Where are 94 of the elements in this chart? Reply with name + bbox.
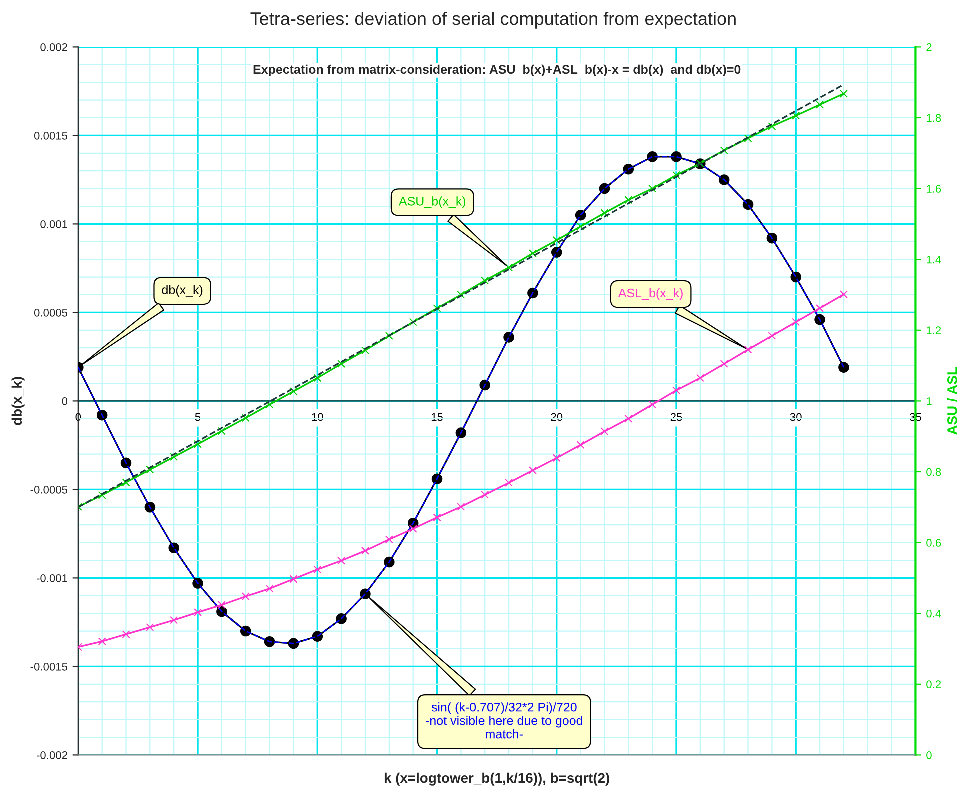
point [194, 440, 202, 448]
point [409, 525, 418, 533]
point [264, 636, 276, 648]
y-tick-label: -0.001 [36, 574, 68, 582]
y-tick-label: -0.002 [36, 751, 68, 760]
point [576, 222, 585, 231]
point [314, 374, 322, 382]
y2-tick-label: 1.2 [926, 326, 942, 334]
point [600, 209, 609, 218]
point [528, 250, 537, 258]
x-axis-title: k (x=logtower_b(1,k/16)), b=sqrt(2) [384, 772, 610, 786]
point [338, 360, 346, 368]
point [838, 362, 850, 373]
point [552, 236, 561, 244]
y-tick-label: -0.0005 [30, 486, 68, 494]
text: ASL_b(x_k) [618, 288, 683, 300]
point [266, 400, 274, 409]
point [144, 502, 156, 513]
point [768, 332, 776, 340]
point [768, 122, 776, 130]
point [290, 575, 298, 584]
y2-tick-label: 2 [926, 43, 932, 52]
point [98, 638, 106, 646]
y-tick-label: 0.0015 [34, 132, 68, 140]
point [528, 466, 537, 475]
point [314, 566, 322, 574]
point [816, 304, 824, 312]
y2-tick-label: 0.4 [926, 610, 942, 618]
point [385, 536, 394, 544]
y2-tick-label: 0.2 [926, 680, 942, 689]
point [433, 514, 442, 522]
y2-tick-label: 1.4 [926, 256, 942, 264]
point [242, 414, 250, 422]
point [242, 592, 250, 601]
point [146, 466, 154, 474]
point [648, 184, 657, 193]
y2-tick-label: 0 [926, 751, 932, 760]
point [792, 318, 800, 326]
y-tick-label: 0.002 [40, 43, 68, 52]
point [720, 146, 728, 155]
point [505, 478, 514, 487]
chart-title: Tetra-series: deviation of serial computation from expectation [250, 12, 736, 29]
point [361, 546, 370, 555]
y-tick-label: 0 [62, 397, 68, 406]
point [696, 374, 704, 382]
point [840, 90, 848, 98]
text: ASU_b(x_k) [398, 196, 466, 208]
point [672, 171, 680, 180]
point [624, 414, 633, 423]
point [457, 503, 466, 512]
point [361, 346, 370, 355]
point [122, 478, 130, 487]
point [744, 134, 752, 143]
point [672, 386, 680, 395]
y2-axis-title: ASU / ASL [947, 368, 958, 435]
point [840, 290, 848, 299]
point [720, 360, 728, 368]
y-tick-label: -0.0015 [30, 662, 68, 671]
y2-tick-label: 1.6 [926, 185, 942, 193]
point [170, 453, 178, 462]
point [194, 608, 202, 617]
text: db(x_k) [162, 285, 203, 297]
point [481, 276, 490, 285]
y-tick-label: 0.001 [40, 220, 68, 228]
point [218, 427, 226, 436]
point [433, 304, 442, 312]
y2-tick-label: 1 [926, 398, 932, 406]
point [457, 291, 466, 299]
y2-tick-label: 1.8 [926, 114, 942, 122]
text: sin( (k-0.707)/32*2 Pi)/720 -not visible here due to good match- [426, 702, 582, 739]
point [816, 100, 824, 109]
point [792, 112, 800, 120]
point [481, 491, 490, 499]
point [266, 584, 274, 593]
point [744, 346, 752, 354]
point [600, 428, 609, 436]
point [290, 388, 298, 396]
point [409, 318, 418, 326]
y-tick-label: 0.0005 [34, 308, 68, 317]
point [218, 601, 226, 610]
point [338, 556, 346, 565]
y2-tick-label: 0.8 [926, 468, 942, 476]
point [552, 454, 561, 462]
point [385, 332, 394, 340]
point [122, 630, 130, 638]
y2-tick-label: 0.6 [926, 539, 942, 547]
point [648, 400, 657, 409]
point [170, 616, 178, 624]
point [576, 441, 585, 450]
point [624, 196, 633, 204]
text: Expectation from matrix-consideration: ASU_b(x)+ASL_b(x)-x = db(x) and db(x)=0 [254, 64, 741, 77]
point [505, 264, 514, 272]
y-axis-title: db(x_k) [12, 377, 25, 426]
point [146, 623, 154, 632]
